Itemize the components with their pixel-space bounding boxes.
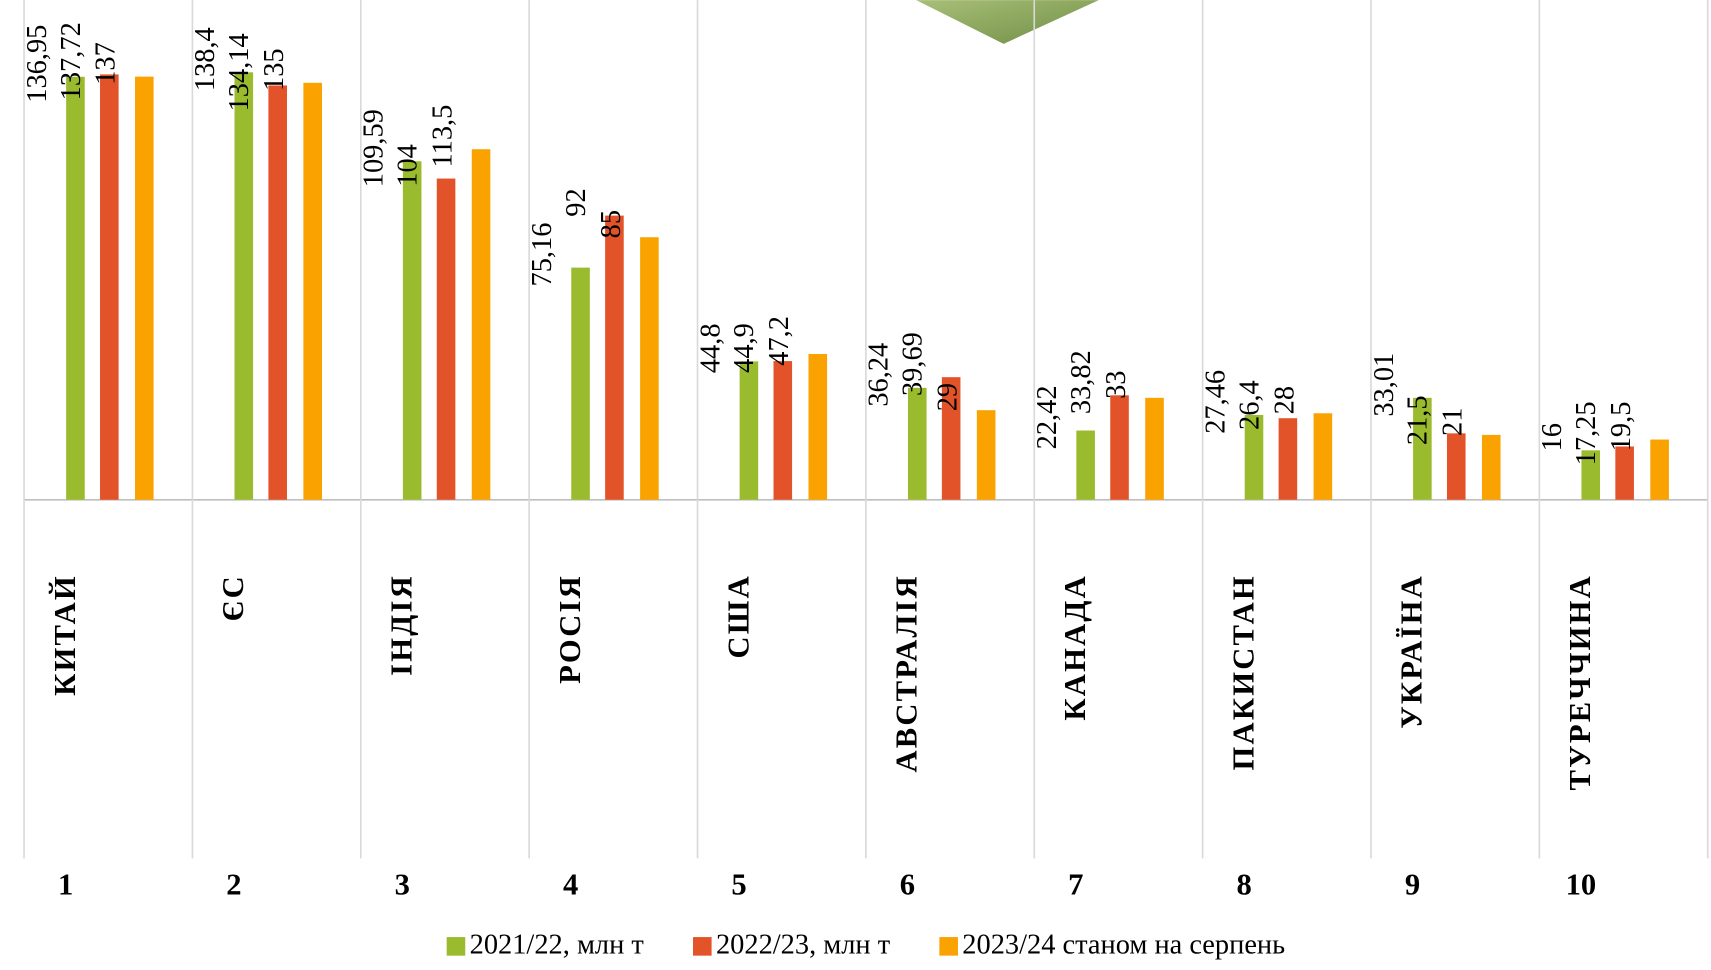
data-label: 113,5	[427, 105, 458, 168]
data-label: 17,25	[1571, 401, 1602, 465]
data-label: 36,24	[864, 343, 895, 407]
bar	[1313, 413, 1333, 500]
data-label: 75,16	[527, 223, 558, 287]
data-label: 92	[561, 188, 592, 216]
data-label: 47,2	[764, 316, 795, 366]
bar	[135, 76, 154, 500]
bar	[640, 237, 659, 500]
data-label: 39,69	[898, 332, 929, 396]
bar	[402, 161, 422, 500]
bar	[268, 85, 287, 500]
rank-label: 7	[1068, 867, 1083, 901]
data-label: 19,5	[1606, 402, 1637, 452]
rank-label: 9	[1405, 867, 1420, 901]
legend-label: 2022/23, млн т	[716, 929, 890, 960]
bar	[1145, 397, 1164, 500]
rank-label: 2	[226, 867, 241, 901]
bar	[1581, 450, 1601, 500]
data-label: 109,59	[359, 109, 390, 187]
bar	[605, 215, 624, 500]
data-label: 134,14	[224, 33, 255, 111]
legend-swatch	[446, 937, 466, 956]
bar	[303, 82, 322, 500]
rank-label: 3	[395, 867, 410, 901]
data-label: 33,82	[1066, 350, 1097, 414]
bar	[907, 387, 927, 500]
category-label: КИТАЙ	[48, 574, 82, 696]
data-label: 137	[91, 42, 122, 85]
data-label: 33	[1101, 371, 1132, 399]
data-label: 26,4	[1234, 380, 1265, 430]
data-label: 44,8	[695, 323, 726, 373]
legend: 2021/22, млн т 2022/23, млн т 2023/24 стан…	[446, 929, 1285, 960]
data-label: 21	[1438, 408, 1469, 436]
rank-label: 6	[900, 867, 915, 901]
data-label: 28	[1269, 386, 1300, 414]
legend-label: 2021/22, млн т	[470, 929, 644, 960]
category-label: ТУРЕЧЧИНА	[1563, 574, 1597, 790]
bar	[1446, 433, 1466, 500]
category-label: РОСІЯ	[553, 574, 587, 684]
decoration	[916, 0, 1099, 44]
bar	[1110, 395, 1129, 500]
data-label: 104	[392, 144, 423, 187]
category-label: АВСТРАЛІЯ	[890, 574, 924, 772]
bar	[941, 377, 961, 500]
data-label: 27,46	[1200, 370, 1231, 434]
bar	[436, 178, 456, 500]
data-label: 21,5	[1403, 395, 1434, 445]
legend-label: 2023/24 станом на серпень	[962, 929, 1285, 960]
bar	[739, 361, 759, 500]
rank-label: 10	[1566, 867, 1597, 901]
data-label: 16	[1537, 423, 1568, 451]
bar	[1278, 418, 1298, 500]
bar	[100, 74, 119, 500]
data-label: 44,9	[729, 323, 760, 373]
data-label: 29	[933, 383, 964, 411]
bar	[1481, 434, 1501, 500]
data-label: 85	[596, 210, 627, 238]
legend-swatch	[693, 937, 712, 956]
category-label: ПАКИСТАН	[1226, 574, 1260, 770]
data-label: 135	[259, 48, 290, 91]
rank-label: 1	[58, 867, 73, 901]
rank-label: 5	[731, 867, 746, 901]
legend-swatch	[939, 937, 958, 956]
bar	[1076, 430, 1095, 500]
rank-label: 8	[1237, 867, 1252, 901]
category-label: КАНАДА	[1058, 574, 1092, 721]
bar	[571, 267, 590, 500]
data-label: 137,72	[56, 22, 87, 100]
category-label: США	[721, 574, 755, 658]
data-label: 22,42	[1032, 385, 1063, 449]
bar	[66, 76, 85, 500]
bar	[1650, 439, 1669, 500]
bar	[1615, 446, 1634, 500]
data-label: 136,95	[22, 25, 53, 103]
bar	[976, 410, 996, 500]
category-label: УКРАЇНА	[1395, 574, 1429, 729]
category-label: ІНДІЯ	[385, 574, 419, 676]
data-label: 33,01	[1369, 353, 1400, 417]
rank-label: 4	[563, 867, 578, 901]
data-label: 138,4	[190, 27, 221, 91]
bar	[1413, 397, 1432, 500]
bar	[471, 149, 491, 500]
bar	[773, 361, 793, 500]
category-label: ЄС	[216, 574, 250, 621]
bar	[234, 72, 254, 500]
bar	[1244, 414, 1264, 500]
bar	[808, 353, 828, 500]
